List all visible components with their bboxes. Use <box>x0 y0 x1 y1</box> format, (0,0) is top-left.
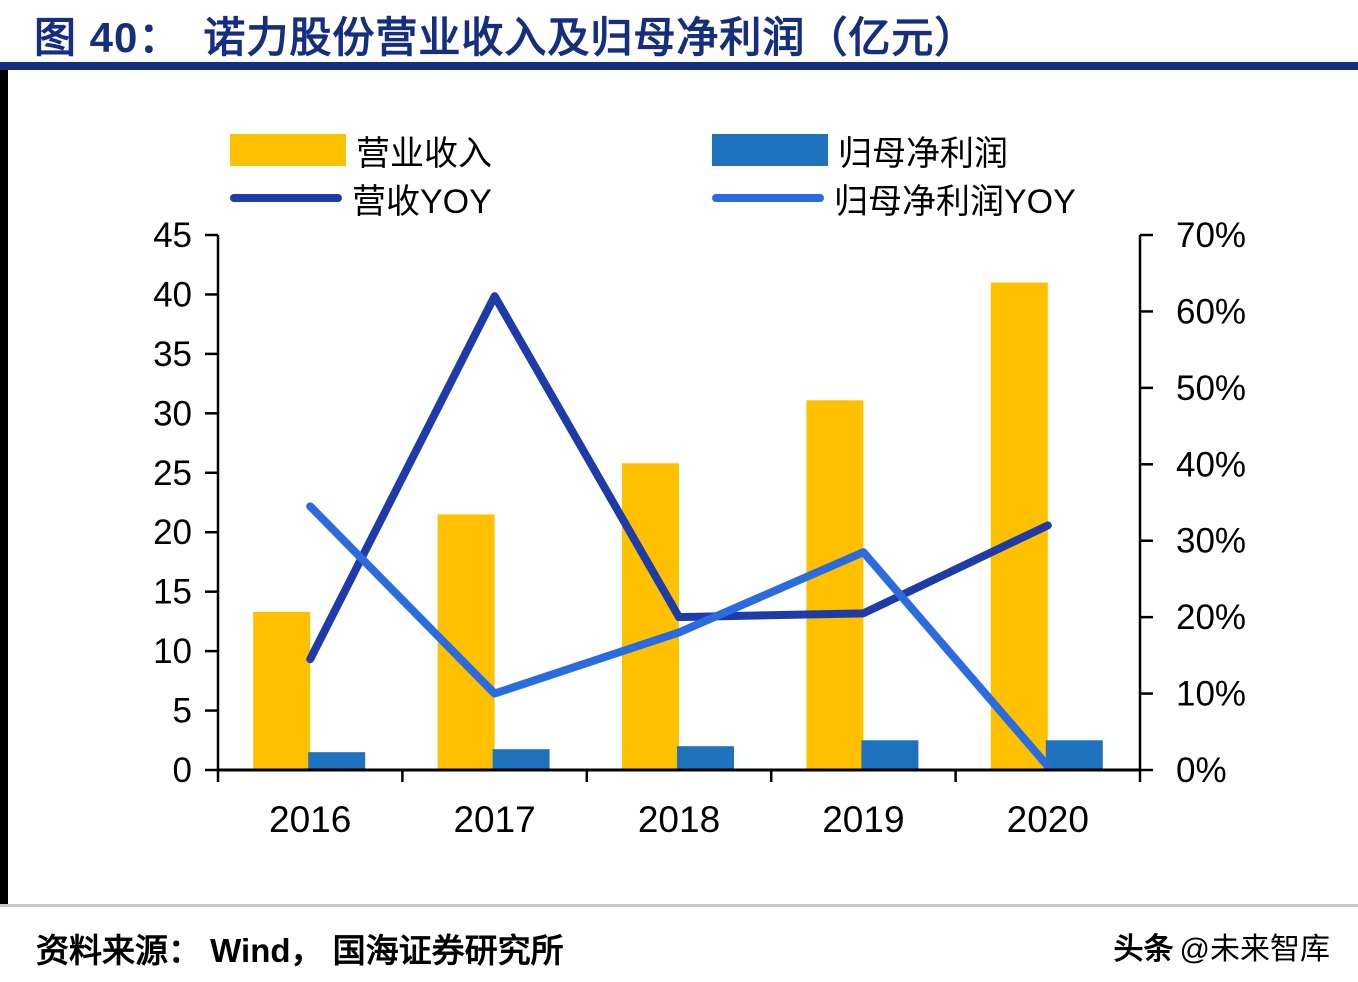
svg-text:30: 30 <box>153 394 192 433</box>
legend-item-revenue: 营业收入 <box>230 132 712 173</box>
svg-text:60%: 60% <box>1176 292 1246 331</box>
watermark: 头条 @未来智库 <box>1114 924 1330 968</box>
svg-text:5: 5 <box>173 692 192 731</box>
legend-item-profit: 归母净利润 <box>712 132 1076 173</box>
revenue-bar-swatch <box>230 134 346 166</box>
chart-legend: 营业收入 归母净利润 营收YOY 归母净利润YOY <box>230 132 1076 221</box>
legend-label-profit: 归母净利润 <box>838 134 1008 173</box>
svg-text:15: 15 <box>153 573 192 612</box>
svg-text:70%: 70% <box>1176 216 1246 255</box>
legend-label-profit-yoy: 归母净利润YOY <box>834 182 1076 221</box>
svg-text:2018: 2018 <box>638 799 720 840</box>
profit-yoy-line-swatch <box>712 194 824 202</box>
legend-item-revenue-yoy: 营收YOY <box>230 180 712 221</box>
figure-title-text: 诺力股份营业收入及归母净利润（亿元） <box>203 13 978 61</box>
svg-text:30%: 30% <box>1176 522 1246 561</box>
legend-item-profit-yoy: 归母净利润YOY <box>712 180 1076 221</box>
svg-text:20: 20 <box>153 513 192 552</box>
watermark-brand: 头条 <box>1113 933 1174 966</box>
svg-text:25: 25 <box>153 454 192 493</box>
figure-title: 图 40： 诺力股份营业收入及归母净利润（亿元） <box>34 6 977 62</box>
svg-text:45: 45 <box>153 216 192 255</box>
legend-label-revenue-yoy: 营收YOY <box>352 182 492 221</box>
svg-text:0%: 0% <box>1176 751 1227 790</box>
svg-text:2016: 2016 <box>269 799 351 840</box>
profit-bar-swatch <box>712 134 828 166</box>
svg-text:2019: 2019 <box>822 799 904 840</box>
left-edge-strip <box>0 70 8 906</box>
footer-divider <box>0 904 1358 907</box>
figure-number-label: 图 40： <box>34 13 182 61</box>
svg-text:0: 0 <box>173 751 192 790</box>
svg-text:10: 10 <box>153 632 192 671</box>
svg-text:10%: 10% <box>1176 675 1246 714</box>
svg-text:40: 40 <box>153 275 192 314</box>
svg-text:20%: 20% <box>1176 598 1246 637</box>
source-note: 资料来源： Wind， 国海证券研究所 <box>36 932 564 969</box>
combo-bar-line-chart: 45 40 35 30 25 20 15 10 5 0 70% 60% 50% 40% 30% 20% 10% 0… <box>153 216 1246 840</box>
svg-text:50%: 50% <box>1176 369 1246 408</box>
title-underline-rule <box>0 62 1358 70</box>
revenue-yoy-line-swatch <box>230 194 342 202</box>
svg-text:40%: 40% <box>1176 445 1246 484</box>
svg-text:35: 35 <box>153 335 192 374</box>
legend-label-revenue: 营业收入 <box>356 134 492 173</box>
watermark-handle: @未来智库 <box>1179 933 1330 966</box>
svg-text:2017: 2017 <box>453 799 535 840</box>
svg-text:2020: 2020 <box>1007 799 1089 840</box>
